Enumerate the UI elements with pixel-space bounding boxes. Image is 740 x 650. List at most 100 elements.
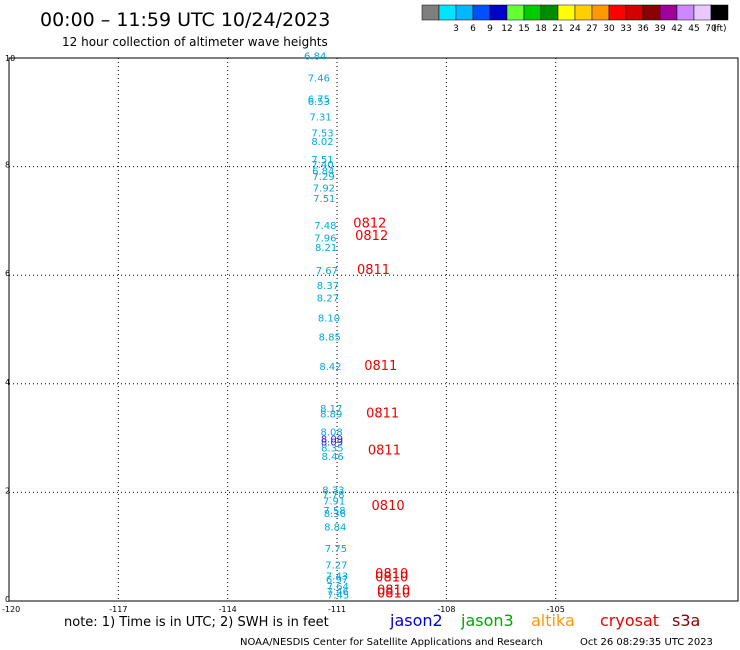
- y-tick-label: 6: [5, 269, 10, 278]
- colorbar-swatch: [591, 4, 610, 21]
- colorbar-tick-label: 33: [620, 24, 631, 34]
- data-point-jason2: 8.33: [322, 485, 344, 496]
- data-point-cryosat: 0810: [377, 587, 410, 602]
- y-tick-label: 4: [5, 378, 10, 387]
- x-axis-ticks: -120 -117 -114 -111 -108 -105: [2, 605, 565, 614]
- data-point-cryosat: 0810: [372, 499, 405, 514]
- x-tick-label: -114: [219, 605, 237, 614]
- x-tick-label: -111: [328, 605, 346, 614]
- data-point-jason2: 7.67: [316, 266, 338, 277]
- colorbar-tick-label: 45: [688, 24, 699, 34]
- colorbar-tick-label: 42: [671, 24, 682, 34]
- colorbar-swatch: [574, 4, 593, 21]
- data-point-jason2: 7.31: [310, 112, 332, 123]
- legend-jason3: jason3: [460, 611, 514, 630]
- x-tick-label: -120: [2, 605, 20, 614]
- colorbar-tick-label: 3: [453, 24, 459, 34]
- y-tick-label: 2: [5, 486, 10, 495]
- data-point-jason2: 7.51: [313, 194, 335, 205]
- data-point-jason2: 7.64: [327, 582, 349, 593]
- colorbar-swatch: [540, 4, 559, 21]
- data-point-jason2: 6.97: [326, 575, 348, 586]
- data-point-jason2: 7.46: [327, 587, 349, 598]
- legend-s3a: s3a: [672, 611, 700, 630]
- colorbar-tick-label: 15: [518, 24, 529, 34]
- data-point-cryosat: 0812: [355, 229, 388, 244]
- data-point-jason2: 7.78: [322, 490, 344, 501]
- data-point-jason2: 7.92: [313, 184, 335, 195]
- data-point-cryosat: 0811: [364, 359, 397, 374]
- data-point-jason2: 8.84: [324, 522, 346, 533]
- colorbar-swatch: [608, 4, 627, 21]
- data-point-cryosat: 0810: [377, 583, 410, 598]
- data-point-jason2: 8.02: [311, 137, 333, 148]
- chart-title: 00:00 – 11:59 UTC 10/24/2023: [40, 9, 330, 31]
- data-point-jason2: 6.75: [308, 95, 330, 106]
- timestamp-text: Oct 26 08:29:35 UTC 2023: [580, 637, 713, 648]
- colorbar-tick-label: 12: [501, 24, 512, 34]
- data-point-jason2: 8.35: [321, 444, 343, 455]
- data-point-jason2: 7.75: [325, 544, 347, 555]
- colorbar-swatch: [438, 4, 457, 21]
- data-point-jason2: 8.09: [321, 438, 343, 449]
- data-point-jason2: 7.43: [326, 571, 348, 582]
- data-point-jason2: 7.27: [325, 560, 347, 571]
- data-point-jason2: 6.84: [304, 52, 326, 63]
- colorbar-tick-label: 6: [470, 24, 476, 34]
- y-axis-ticks: 0 2 4 6 8 10: [5, 54, 15, 604]
- y-tick-label: 0: [5, 595, 10, 604]
- colorbar-swatch: [489, 4, 508, 21]
- y-tick-label: 10: [5, 54, 15, 63]
- data-point-jason2: 8.10: [318, 313, 340, 324]
- chart-subtitle: 12 hour collection of altimeter wave hei…: [62, 35, 328, 49]
- data-point-jason2: 7.51: [311, 155, 333, 166]
- colorbar-swatch: [506, 4, 525, 21]
- data-point-jason2: 6.84: [312, 167, 334, 178]
- satellite-legend: jason2 jason3 altika cryosat s3a: [389, 611, 700, 630]
- data-point-jason2: 8.37: [317, 281, 339, 292]
- colorbar-swatch: [421, 4, 440, 21]
- x-tick-label: -105: [547, 605, 565, 614]
- y-tick-label: 8: [5, 161, 10, 170]
- colorbar-tick-label: 24: [569, 24, 581, 34]
- colorbar-swatch: [472, 4, 491, 21]
- colorbar-swatch: [659, 4, 678, 21]
- data-point-cryosat: 0810: [375, 567, 408, 582]
- data-point-jason2: 7.40: [311, 160, 333, 171]
- data-point-jason2: 8.27: [317, 293, 339, 304]
- data-point-jason2: 8.42: [319, 362, 341, 373]
- colorbar-tick-label: 36: [637, 24, 649, 34]
- data-point-jason2: 8.85: [319, 332, 341, 343]
- data-point-jason2: 8.17: [320, 404, 342, 415]
- data-point-cryosat: 0811: [366, 406, 399, 421]
- data-point-jason2: 6.53: [308, 97, 330, 108]
- x-tick-label: -108: [437, 605, 455, 614]
- data-point-cryosat: 0811: [357, 263, 390, 278]
- colorbar-swatch: [642, 4, 661, 21]
- grid: [9, 58, 738, 601]
- colorbar-swatch: [455, 4, 474, 21]
- x-tick-label: -117: [109, 605, 127, 614]
- data-point-jason2: 8.09: [321, 434, 343, 445]
- data-point-cryosat: 0812: [353, 216, 386, 231]
- colorbar-swatch: [557, 4, 576, 21]
- legend-cryosat: cryosat: [600, 611, 659, 630]
- colorbar-unit-label: (ft): [713, 24, 727, 34]
- legend-jason2: jason2: [389, 611, 443, 630]
- data-point-cryosat: 0811: [368, 443, 401, 458]
- data-point-cryosat: 0810: [375, 570, 408, 585]
- colorbar-swatch: [710, 4, 729, 21]
- note-text: note: 1) Time is in UTC; 2) SWH is in fe…: [64, 615, 329, 630]
- colorbar-swatch: [625, 4, 644, 21]
- colorbar-tick-label: 70: [705, 24, 717, 34]
- plot-frame: [8, 57, 739, 602]
- data-point-jason2: 7.29: [312, 172, 334, 183]
- data-point-jason2: 7.46: [308, 73, 330, 84]
- colorbar: 3 6 9 12 15 18 21 24 27 30 33 36 39 42 45 70: [421, 4, 729, 34]
- credit-text: NOAA/NESDIS Center for Satellite Applica…: [240, 637, 543, 648]
- data-point-jason2: 8.46: [322, 452, 344, 463]
- data-point-jason2: 8.08: [320, 427, 342, 438]
- colorbar-swatch: [523, 4, 542, 21]
